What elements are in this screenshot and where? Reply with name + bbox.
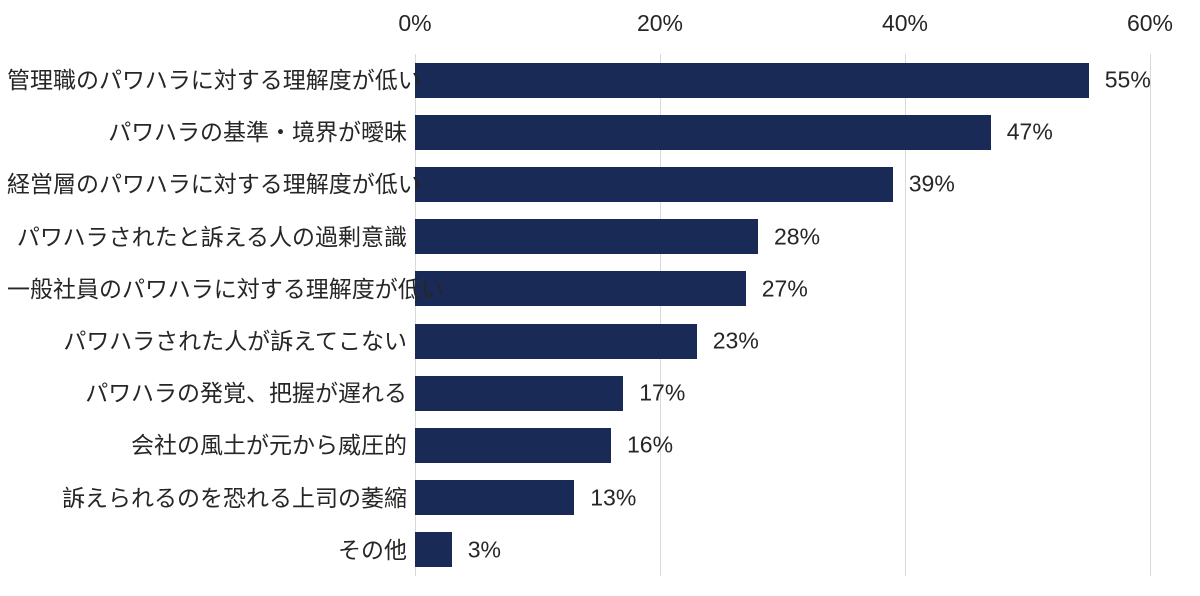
bar: 17% [415,376,623,411]
gridline [1150,54,1151,576]
bar-value-label: 39% [909,171,955,198]
bar-value-label: 17% [639,380,685,407]
x-axis-labels: 0%20%40%60% [415,10,1150,40]
bar-value-label: 55% [1105,67,1151,94]
bar-row: 23% [415,315,1150,367]
bar-value-label: 23% [713,328,759,355]
horizontal-bar-chart: 0%20%40%60% 55%47%39%28%27%23%17%16%13%3… [0,0,1200,596]
category-label: パワハラされたと訴える人の過剰意識 [7,211,407,263]
bar-row: 39% [415,158,1150,210]
bar: 55% [415,63,1089,98]
bar-row: 28% [415,211,1150,263]
bar-value-label: 13% [590,484,636,511]
bar-row: 27% [415,263,1150,315]
bar-row: 16% [415,419,1150,471]
bar: 47% [415,115,991,150]
bar: 13% [415,480,574,515]
x-axis-tick-label: 40% [882,10,928,37]
category-label: 管理職のパワハラに対する理解度が低い [7,54,407,106]
category-label: パワハラの発覚、把握が遅れる [7,367,407,419]
bar-row: 47% [415,106,1150,158]
bar-value-label: 16% [627,432,673,459]
x-axis-tick-label: 0% [398,10,431,37]
category-label: 訴えられるのを恐れる上司の萎縮 [7,472,407,524]
category-label: パワハラされた人が訴えてこない [7,315,407,367]
category-label: パワハラの基準・境界が曖昧 [7,106,407,158]
bar-row: 17% [415,367,1150,419]
category-label: 会社の風土が元から威圧的 [7,419,407,471]
category-label: 経営層のパワハラに対する理解度が低い [7,158,407,210]
bar-value-label: 47% [1007,119,1053,146]
bar-row: 3% [415,524,1150,576]
x-axis-tick-label: 60% [1127,10,1173,37]
bar-value-label: 27% [762,275,808,302]
x-axis-tick-label: 20% [637,10,683,37]
bar: 28% [415,219,758,254]
bar: 39% [415,167,893,202]
bar: 16% [415,428,611,463]
bar: 3% [415,532,452,567]
bar: 27% [415,271,746,306]
bar-row: 13% [415,472,1150,524]
bar: 23% [415,324,697,359]
category-label: その他 [7,524,407,576]
bars-container: 55%47%39%28%27%23%17%16%13%3% [415,54,1150,576]
bar-row: 55% [415,54,1150,106]
category-label: 一般社員のパワハラに対する理解度が低い [7,263,407,315]
bar-value-label: 3% [468,536,501,563]
bar-value-label: 28% [774,223,820,250]
